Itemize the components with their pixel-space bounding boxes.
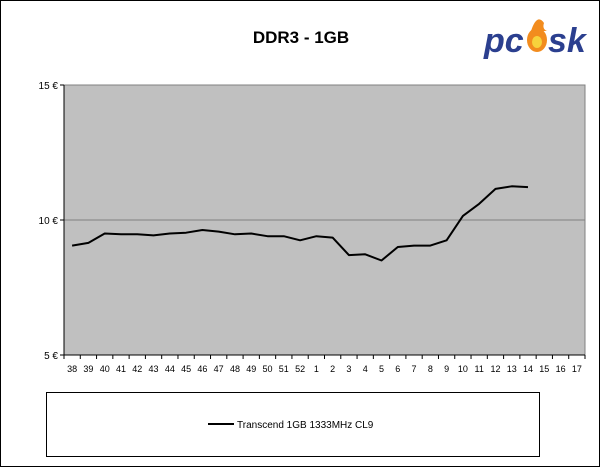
- x-tick-label: 10: [458, 364, 468, 374]
- y-tick-label: 15 €: [39, 81, 59, 92]
- legend: Transcend 1GB 1333MHz CL9: [46, 392, 540, 457]
- x-tick-label: 7: [412, 364, 417, 374]
- x-tick-label: 8: [428, 364, 433, 374]
- y-axis: 5 € 10 € 15 €: [39, 81, 65, 362]
- legend-label: Transcend 1GB 1333MHz CL9: [237, 420, 374, 431]
- x-tick-label: 47: [214, 364, 224, 374]
- x-tick-label: 2: [330, 364, 335, 374]
- x-tick-label: 41: [116, 364, 126, 374]
- x-tick-label: 13: [507, 364, 517, 374]
- y-tick-label: 5 €: [44, 351, 58, 362]
- series-line: [71, 185, 529, 262]
- x-tick-label: 9: [444, 364, 449, 374]
- x-tick-label: 12: [490, 364, 500, 374]
- x-tick-label: 17: [572, 364, 582, 374]
- x-tick-label: 48: [230, 364, 240, 374]
- x-tick-label: 43: [149, 364, 159, 374]
- x-tick-label: 51: [279, 364, 289, 374]
- x-tick-label: 52: [295, 364, 305, 374]
- x-tick-label: 50: [263, 364, 273, 374]
- x-tick-label: 45: [181, 364, 191, 374]
- series-layer: [71, 185, 529, 262]
- x-tick-label: 40: [100, 364, 110, 374]
- x-tick-label: 16: [556, 364, 566, 374]
- x-tick-label: 6: [395, 364, 400, 374]
- pcask-logo: pc sk: [483, 19, 588, 60]
- x-tick-label: 39: [83, 364, 93, 374]
- x-tick-label: 3: [346, 364, 351, 374]
- flame-icon: [527, 19, 547, 52]
- logo-text-pc: pc: [483, 22, 524, 60]
- x-tick-label: 1: [314, 364, 319, 374]
- logo-text-sk: sk: [548, 22, 588, 60]
- x-tick-label: 5: [379, 364, 384, 374]
- chart-title: DDR3 - 1GB: [253, 28, 349, 47]
- x-tick-label: 44: [165, 364, 175, 374]
- x-tick-label: 42: [132, 364, 142, 374]
- x-tick-label: 38: [67, 364, 77, 374]
- x-tick-label: 14: [523, 364, 533, 374]
- x-tick-label: 15: [539, 364, 549, 374]
- x-tick-label: 46: [197, 364, 207, 374]
- x-axis: 38 39 40 41 42 43 44 45 46 47 48 49 50 51 52 1 2 3 4 5 6 7 8 9 1…: [63, 354, 586, 374]
- y-tick-label: 10 €: [39, 216, 59, 227]
- x-tick-label: 4: [363, 364, 368, 374]
- x-tick-label: 11: [475, 364, 484, 374]
- x-tick-label: 49: [246, 364, 256, 374]
